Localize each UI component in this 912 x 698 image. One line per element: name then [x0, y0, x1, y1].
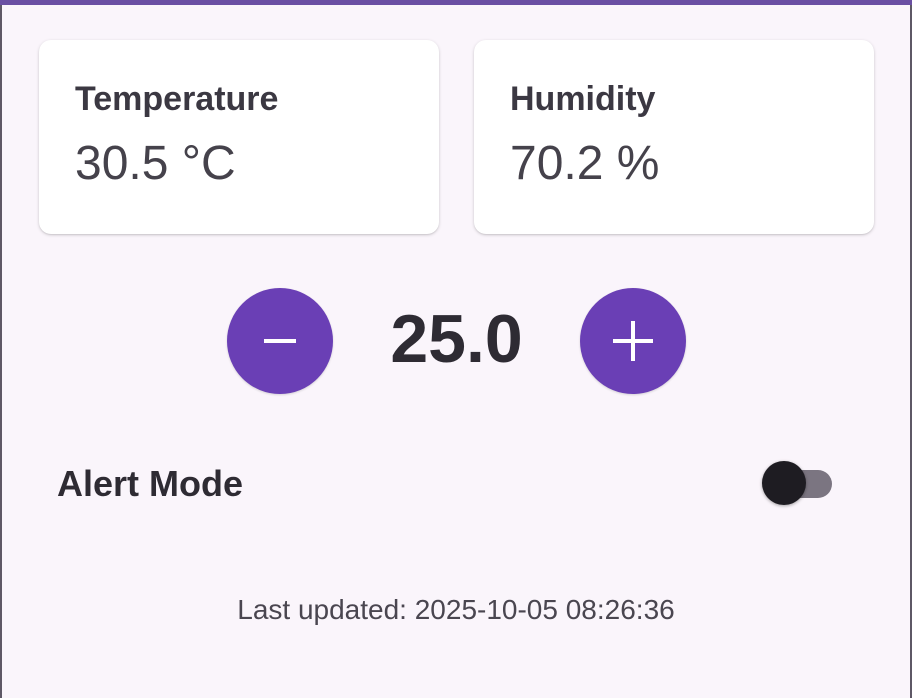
plus-icon: [613, 321, 653, 361]
window-edge-left: [0, 5, 2, 698]
humidity-card: Humidity 70.2 %: [474, 40, 874, 234]
minus-icon: [264, 339, 296, 343]
alert-mode-label: Alert Mode: [57, 463, 244, 504]
switch-thumb: [762, 461, 806, 505]
humidity-title: Humidity: [510, 80, 656, 118]
top-accent-bar: [0, 0, 912, 5]
setpoint-value: 25.0: [390, 301, 523, 377]
alert-mode-switch[interactable]: [762, 461, 834, 507]
last-updated-text: Last updated: 2025-10-05 08:26:36: [237, 594, 675, 625]
humidity-value: 70.2 %: [510, 137, 660, 190]
window-edge-right: [910, 5, 912, 698]
increment-button[interactable]: [580, 288, 686, 394]
temperature-value: 30.5 °C: [75, 137, 236, 190]
temperature-title: Temperature: [75, 80, 279, 118]
temperature-card: Temperature 30.5 °C: [39, 40, 439, 234]
decrement-button[interactable]: [227, 288, 333, 394]
